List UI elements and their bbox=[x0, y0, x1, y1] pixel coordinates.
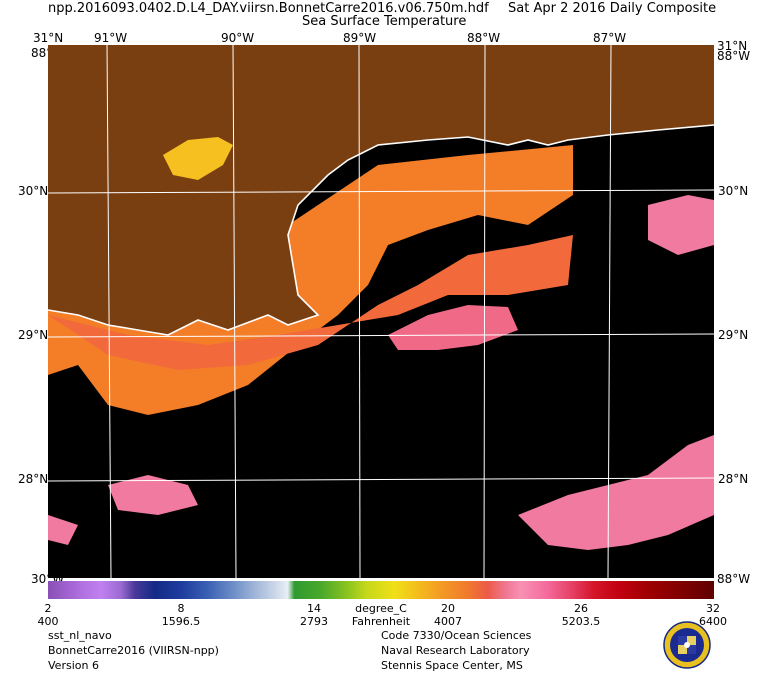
warm-pink-patch bbox=[48, 515, 78, 545]
corner-lon-label-right: 88°W bbox=[717, 49, 751, 63]
lon-label-top: 91°W bbox=[94, 31, 128, 45]
fahrenheit-tick: 1596.5 bbox=[161, 615, 201, 628]
land-area bbox=[48, 45, 714, 335]
fahrenheit-tick: 4007 bbox=[434, 615, 462, 628]
fahrenheit-tick: 6400 bbox=[699, 615, 727, 628]
celsius-tick: 26 bbox=[574, 602, 588, 615]
lon-label-top: 89°W bbox=[343, 31, 377, 45]
footer-right-line: Naval Research Laboratory bbox=[381, 644, 530, 657]
footer-right-line: Stennis Space Center, MS bbox=[381, 659, 523, 672]
lat-label-right: 30°N bbox=[718, 184, 749, 198]
footer-left-line: BonnetCarre2016 (VIIRSN-npp) bbox=[48, 644, 219, 657]
footer-left-line: sst_nl_navo bbox=[48, 629, 112, 642]
footer-right-line: Code 7330/Ocean Sciences bbox=[381, 629, 532, 642]
corner-label-bottom-right: 88°W bbox=[717, 572, 751, 586]
ocean-sst-area bbox=[48, 235, 573, 370]
lat-label-right: 29°N bbox=[718, 328, 749, 342]
lake-area bbox=[163, 137, 233, 180]
warm-pink-patch bbox=[108, 475, 198, 515]
graticule-lines bbox=[48, 45, 714, 578]
lat-label-left: 30°N bbox=[18, 184, 49, 198]
sst-map bbox=[48, 45, 714, 578]
lon-line bbox=[106, 45, 112, 578]
lon-line bbox=[483, 45, 486, 578]
lon-label-top: 90°W bbox=[221, 31, 255, 45]
lat-line bbox=[48, 189, 714, 194]
corner-lat-label-top-right: 31°N bbox=[717, 39, 748, 53]
fahrenheit-tick: 400 bbox=[37, 615, 59, 628]
file-name-title: npp.2016093.0402.D.L4_DAY.viirsn.BonnetC… bbox=[48, 1, 489, 16]
ocean-sst-area bbox=[388, 305, 518, 350]
lat-label-left: 28°N bbox=[18, 472, 49, 486]
lon-label-top: 87°W bbox=[593, 31, 627, 45]
celsius-tick: 14 bbox=[307, 602, 321, 615]
lon-label-top: 88°W bbox=[467, 31, 501, 45]
lat-line bbox=[48, 333, 714, 338]
warm-pink-patch bbox=[518, 435, 714, 550]
celsius-tick: 32 bbox=[706, 602, 720, 615]
color-scale-bar bbox=[48, 581, 714, 599]
lat-line bbox=[48, 477, 714, 482]
lat-label-right: 28°N bbox=[718, 472, 749, 486]
unit-fahrenheit-label: Fahrenheit bbox=[351, 615, 411, 628]
corner-lat-label-top-left: 31°N bbox=[33, 31, 64, 45]
date-title: Sat Apr 2 2016 Daily Composite bbox=[508, 1, 717, 16]
product-title: Sea Surface Temperature bbox=[302, 14, 467, 29]
celsius-tick: 20 bbox=[441, 602, 455, 615]
nrl-seal-logo bbox=[663, 621, 711, 669]
fahrenheit-tick: 2793 bbox=[300, 615, 328, 628]
celsius-tick: 2 bbox=[44, 602, 52, 615]
lat-label-left: 29°N bbox=[18, 328, 49, 342]
lon-line bbox=[607, 45, 612, 578]
coastline bbox=[48, 124, 714, 336]
celsius-tick: 8 bbox=[177, 602, 185, 615]
unit-celsius-label: degree_C bbox=[355, 602, 407, 615]
lon-line bbox=[232, 45, 237, 578]
warm-pink-patch bbox=[648, 195, 714, 255]
lon-line bbox=[358, 45, 361, 578]
footer-left-line: Version 6 bbox=[48, 659, 99, 672]
fahrenheit-tick: 5203.5 bbox=[561, 615, 601, 628]
